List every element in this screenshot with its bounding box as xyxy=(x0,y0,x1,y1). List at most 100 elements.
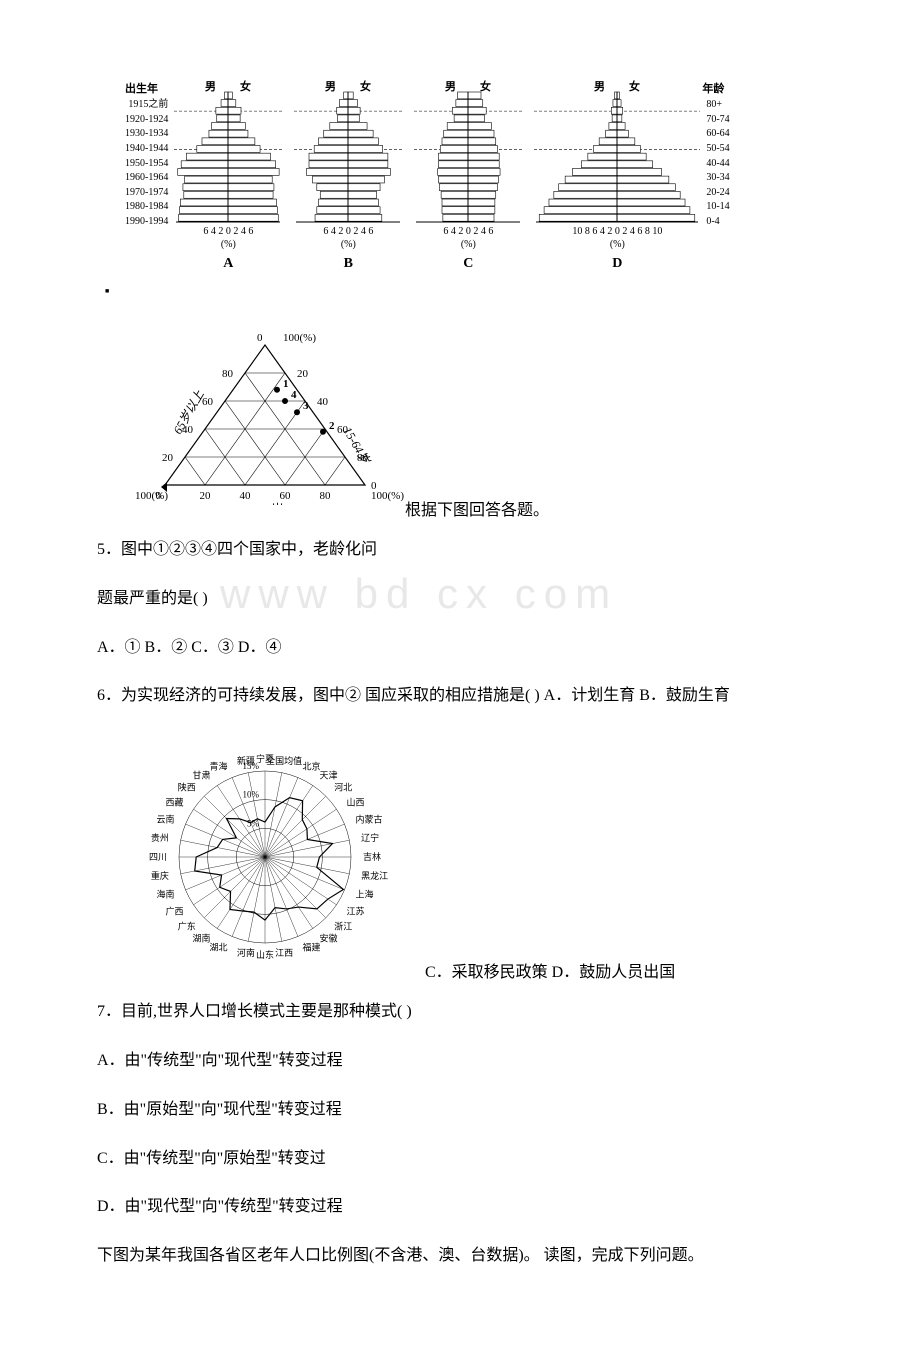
right-header: 年龄 xyxy=(702,80,729,96)
svg-text:10%: 10% xyxy=(243,790,260,800)
svg-text:西藏: 西藏 xyxy=(166,797,184,808)
svg-text:重庆: 重庆 xyxy=(151,870,169,881)
svg-text:上海: 上海 xyxy=(356,889,374,900)
q7-text: 7．目前,世界人口增长模式主要是那种模式( ) xyxy=(65,994,855,1031)
svg-text:广东: 广东 xyxy=(178,920,196,931)
svg-text:贵州: 贵州 xyxy=(151,832,169,843)
pyramid-label: B xyxy=(344,256,353,272)
age-label: 70-74 xyxy=(706,113,729,126)
svg-text:全国均值: 全国均值 xyxy=(266,755,302,766)
q7-opt-b: B．由"原始型"向"现代型"转变过程 xyxy=(65,1092,855,1129)
pyramid-A: 男 女 6 4 2 0 2 4 6 (%) A xyxy=(172,80,284,272)
svg-text:黑龙江: 黑龙江 xyxy=(361,870,388,881)
svg-text:20: 20 xyxy=(297,368,309,380)
population-pyramid-figure: 出生年 1915之前1920-19241930-19341940-1944195… xyxy=(125,80,785,272)
svg-text:男: 男 xyxy=(325,80,336,93)
svg-text:20: 20 xyxy=(162,452,174,464)
triangle-svg: 2040608080604020204060800100(%)100(%)010… xyxy=(105,325,405,505)
pyramid-label: C xyxy=(463,256,473,272)
radar-chart: 5%10%15%宁夏全国均值北京天津河北山西内蒙古辽宁吉林黑龙江上海江苏浙江安徽… xyxy=(125,737,405,972)
age-label: 20-24 xyxy=(706,186,729,199)
birth-year-label: 1920-1924 xyxy=(125,113,168,126)
svg-text:江西: 江西 xyxy=(275,948,293,958)
x-ticks: 6 4 2 0 2 4 6 xyxy=(203,226,253,237)
age-label: 80+ xyxy=(706,98,722,111)
pyramid-left-axis: 出生年 1915之前1920-19241930-19341940-1944195… xyxy=(125,80,172,228)
svg-text:山东: 山东 xyxy=(256,949,274,960)
svg-text:2: 2 xyxy=(329,420,335,432)
radar-svg: 5%10%15%宁夏全国均值北京天津河北山西内蒙古辽宁吉林黑龙江上海江苏浙江安徽… xyxy=(125,737,405,967)
pyramid-container: 出生年 1915之前1920-19241930-19341940-1944195… xyxy=(125,80,785,272)
svg-text:女: 女 xyxy=(480,80,491,93)
svg-text:河南: 河南 xyxy=(237,947,255,958)
q7-opt-c: C．由"传统型"向"原始型"转变过 xyxy=(65,1141,855,1178)
svg-text:3: 3 xyxy=(303,400,309,412)
svg-text:40: 40 xyxy=(240,490,252,502)
q7-opt-a: A．由"传统型"向"现代型"转变过程 xyxy=(65,1043,855,1080)
q6-options-cd: C．采取移民政策 D．鼓励人员出国 xyxy=(425,958,675,982)
svg-text:辽宁: 辽宁 xyxy=(361,832,379,843)
svg-text:女: 女 xyxy=(240,80,251,93)
svg-text:四川: 四川 xyxy=(149,852,167,862)
pyramid-C: 男女6 4 2 0 2 4 6(%)C xyxy=(412,80,524,272)
birth-year-label: 1915之前 xyxy=(128,98,168,111)
age-label: 60-64 xyxy=(706,127,729,140)
pyramid-label: A xyxy=(223,256,233,272)
unit-label: (%) xyxy=(461,239,476,250)
svg-text:陕西: 陕西 xyxy=(178,782,196,793)
birth-year-label: 1990-1994 xyxy=(125,215,168,228)
svg-text:0-14 岁: 0-14 岁 xyxy=(247,501,284,505)
svg-text:100(%): 100(%) xyxy=(371,490,404,502)
triangle-caption: 根据下图回答各题。 xyxy=(405,496,549,520)
svg-text:1: 1 xyxy=(283,378,289,390)
svg-text:女: 女 xyxy=(360,80,371,93)
pyramid-right-axis: 年龄 80+ 70-7460-64 50-54 40-4430-34 20-2410-1… xyxy=(702,80,729,228)
q6-text: 6．为实现经济的可持续发展，图中② 国应采取的相应措施是( ) A．计划生育 B… xyxy=(65,678,855,715)
x-ticks: 6 4 2 0 2 4 6 xyxy=(443,226,493,237)
svg-text:60: 60 xyxy=(280,490,292,502)
svg-text:100(%): 100(%) xyxy=(283,332,316,344)
svg-text:40: 40 xyxy=(317,396,329,408)
svg-text:北京: 北京 xyxy=(303,761,321,772)
age-label: 30-34 xyxy=(706,171,729,184)
unit-label: (%) xyxy=(341,239,356,250)
svg-text:0: 0 xyxy=(257,332,263,344)
age-label: 50-54 xyxy=(706,142,729,155)
unit-label: (%) xyxy=(221,239,236,250)
svg-text:女: 女 xyxy=(629,80,640,93)
svg-text:江苏: 江苏 xyxy=(346,906,364,917)
x-ticks: 10 8 6 4 2 0 2 4 6 8 10 xyxy=(572,226,662,237)
svg-text:100(%): 100(%) xyxy=(135,490,168,502)
q5-line1: 5．图中①②③④四个国家中，老龄化问 xyxy=(65,532,855,569)
q-last: 下图为某年我国各省区老年人口比例图(不含港、澳、台数据)。 读图，完成下列问题。 xyxy=(65,1238,855,1275)
pyramids-row: 男女6 4 2 0 2 4 6(%)A男女6 4 2 0 2 4 6(%)B男女… xyxy=(172,80,702,272)
unit-label: (%) xyxy=(610,239,625,250)
birth-year-label: 1940-1944 xyxy=(125,142,168,155)
svg-text:男: 男 xyxy=(205,80,216,93)
svg-text:天津: 天津 xyxy=(319,771,337,781)
pyramid-label: D xyxy=(612,256,622,272)
q5-line2: 题最严重的是( ) xyxy=(65,581,855,618)
svg-text:湖南: 湖南 xyxy=(193,933,211,944)
pyramid-D: 男女10 8 6 4 2 0 2 4 6 8 10(%)D xyxy=(532,80,702,272)
svg-text:80: 80 xyxy=(320,490,332,502)
birth-year-label: 1980-1984 xyxy=(125,200,168,213)
birth-year-label: 1970-1974 xyxy=(125,186,168,199)
svg-text:福建: 福建 xyxy=(303,942,321,953)
birth-year-label: 1930-1934 xyxy=(125,127,168,140)
age-label: 40-44 xyxy=(706,157,729,170)
birth-year-label: 1960-1964 xyxy=(125,171,168,184)
svg-text:内蒙古: 内蒙古 xyxy=(356,814,383,825)
svg-text:20: 20 xyxy=(200,490,212,502)
svg-text:甘肃: 甘肃 xyxy=(193,770,211,781)
age-label: 10-14 xyxy=(706,200,729,213)
svg-text:山西: 山西 xyxy=(346,798,364,808)
svg-text:云南: 云南 xyxy=(156,814,174,825)
svg-text:4: 4 xyxy=(291,389,297,401)
birth-year-label: 1950-1954 xyxy=(125,157,168,170)
svg-text:浙江: 浙江 xyxy=(334,920,352,931)
q7-opt-d: D．由"现代型"向"传统型"转变过程 xyxy=(65,1189,855,1226)
svg-text:青海: 青海 xyxy=(209,761,227,772)
triangle-chart: 2040608080604020204060800100(%)100(%)010… xyxy=(105,325,405,510)
svg-text:湖北: 湖北 xyxy=(209,943,227,953)
